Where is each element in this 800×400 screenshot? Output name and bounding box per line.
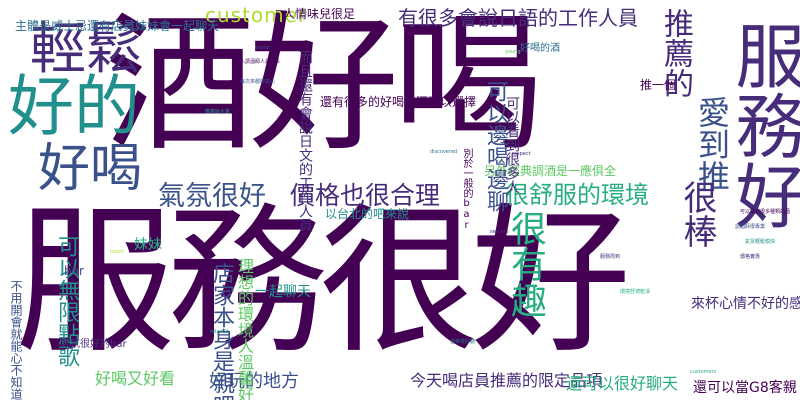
word: 好喝 [38, 139, 143, 199]
word: 一起聊天 [255, 284, 311, 300]
word: 而且還有會說日文的工作人員 [297, 50, 313, 232]
tiny-word: servers [490, 229, 509, 235]
tiny-word: 氣氛輕鬆愉快 [745, 239, 776, 245]
word: 愛到推 [693, 96, 731, 192]
word: 服務很好 [15, 188, 631, 375]
word: 推薦的 [658, 8, 693, 98]
tiny-word: touch [110, 249, 125, 255]
word: 理想的環境人溫馨好客 [235, 258, 254, 400]
word: 好玩的地方 [209, 371, 299, 392]
tiny-word: 服務周到 [600, 254, 621, 260]
word: 好喝的酒 [520, 43, 560, 54]
word: bar [64, 264, 84, 278]
tiny-word: 價格實惠 [740, 254, 761, 260]
word: 氣氛很好的bar [60, 339, 127, 350]
tiny-word: discovered [430, 149, 458, 155]
tiny-word: 每次來都好開心 [240, 79, 276, 85]
word: 還可以很好聊天 [566, 374, 679, 393]
word: 別於一般的bar [461, 148, 472, 231]
word: 人情味兒很足 [283, 7, 356, 21]
tiny-word: 調酒師很專業 [735, 224, 766, 230]
word: 可以邊喝邊聊 [483, 80, 508, 212]
word: 價格也很合理 [290, 181, 441, 210]
tiny-word: customers [690, 369, 717, 375]
tiny-word: visitor [255, 45, 271, 51]
word: 氣氛很好 [158, 181, 266, 212]
tiny-word: 環境舒適乾淨 [620, 289, 651, 295]
word: 很舒服的環境 [505, 181, 649, 209]
word: 主體是威士忌還有店員妹妹會一起聊天 [15, 19, 220, 33]
tiny-word: relaxed [210, 329, 229, 335]
word: 店家本身是親吧 [209, 262, 234, 400]
word: 輕鬆 [30, 17, 142, 82]
tiny-word: 推薦給大家 [205, 109, 231, 115]
word: 服務好 [724, 20, 800, 230]
tiny-word: 可以喝到很多種類的酒 [740, 209, 791, 215]
word: 另外經典調酒是一應俱全 [484, 164, 617, 178]
tiny-word: respect [512, 151, 531, 157]
word: 酒好喝 [105, 0, 543, 172]
word: 還有很多的好喝的酒可以選擇 [320, 95, 477, 109]
word: 有很多會說日語的工作人員 [398, 6, 638, 30]
word: 好喝又好看 [95, 369, 176, 388]
word: 可以看到很多人 [504, 96, 520, 194]
tiny-word: young [505, 49, 521, 55]
word: 還可以當G8客親 [693, 380, 797, 396]
word: customer [205, 3, 308, 27]
word: 很有趣 [505, 210, 546, 318]
tiny-word: 單人調酒師人員很多 [235, 59, 281, 65]
word: 好的 [8, 68, 140, 145]
word: 推一個 [640, 78, 677, 92]
word: 來杯心情不好的感覺 [691, 296, 800, 312]
word: 很棒 [677, 180, 717, 248]
word: 可以無限點歌 [54, 235, 79, 367]
word: 以台北的吧來說 [325, 207, 410, 221]
tiny-word: 音樂很好聽 [450, 339, 476, 345]
word: 妹妹 [134, 237, 162, 253]
word: 不用開會就能心不知道哪裡 [9, 280, 23, 400]
word: 今天喝店員推薦的限定品項 [410, 371, 603, 390]
